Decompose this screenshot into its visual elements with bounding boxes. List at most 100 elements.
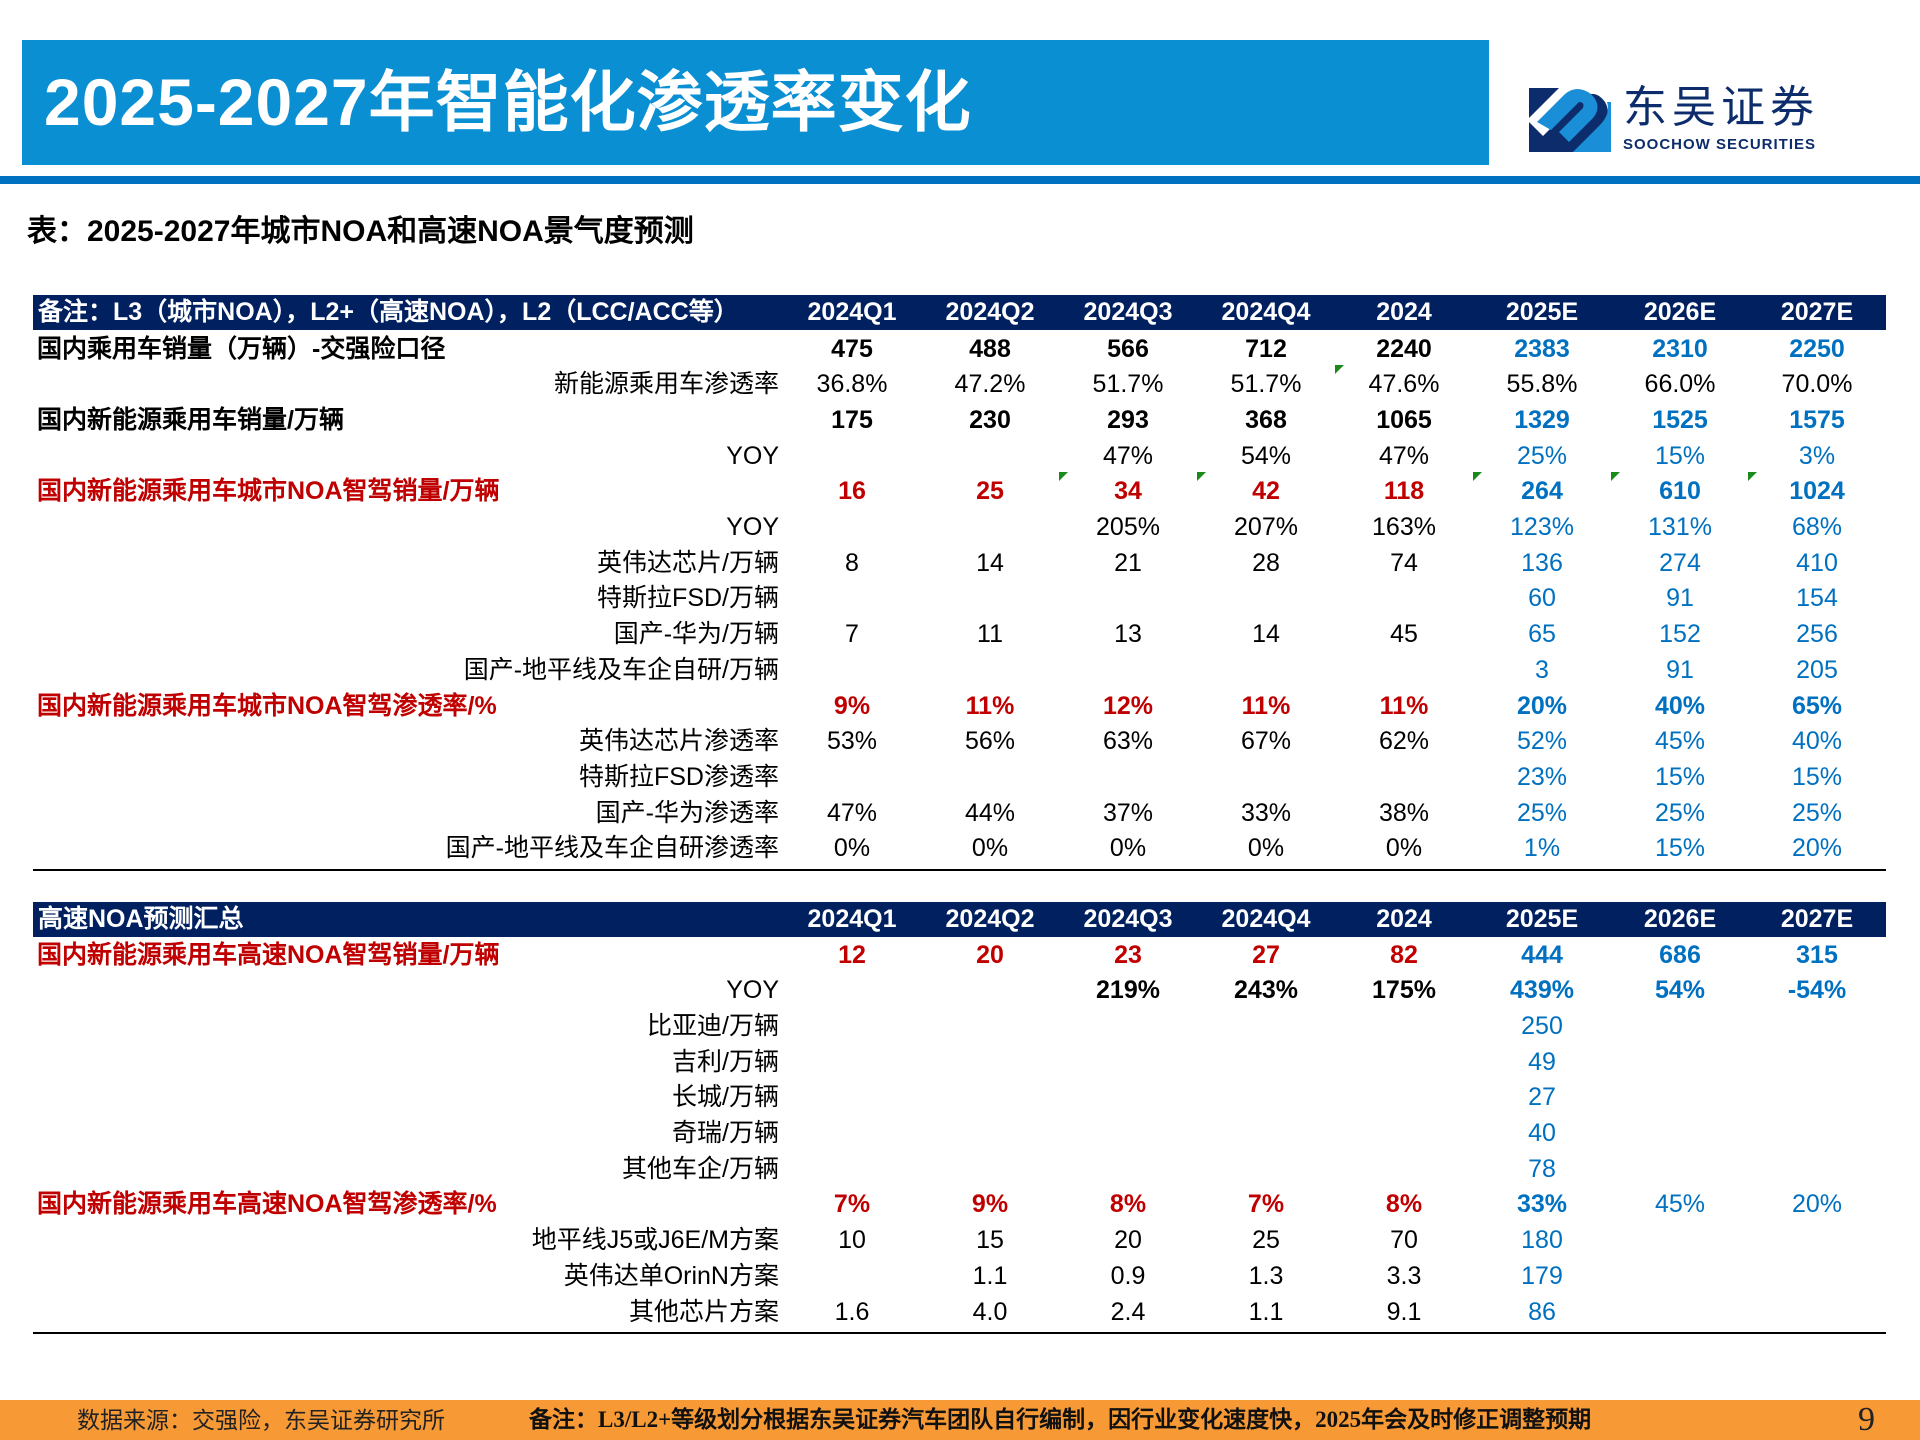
- row-label: 英伟达芯片/万辆: [597, 548, 779, 577]
- data-cell: 368: [1245, 405, 1287, 434]
- table-row: 国产-地平线及车企自研渗透率 0% 0% 0% 0% 0% 1% 15% 20%: [33, 831, 1886, 866]
- row-label: YOY: [726, 441, 779, 470]
- page-title: 2025-2027年智能化渗透率变化: [44, 65, 972, 139]
- table-row: 其他车企/万辆 78: [33, 1152, 1886, 1187]
- data-cell: 78: [1528, 1154, 1556, 1183]
- row-label: 国内新能源乘用车高速NOA智驾渗透率/%: [37, 1190, 497, 1219]
- table-row: 比亚迪/万辆 250: [33, 1009, 1886, 1044]
- data-cell: 1575: [1789, 405, 1845, 434]
- data-cell: 51.7%: [1092, 370, 1164, 399]
- data-cell: 27: [1528, 1083, 1556, 1112]
- data-cell: 53%: [826, 727, 878, 756]
- row-label: 英伟达单OrinN方案: [563, 1261, 779, 1290]
- data-cell: 34: [1114, 477, 1142, 506]
- data-cell: 37%: [1102, 798, 1154, 827]
- table-row: 国内新能源乘用车高速NOA智驾销量/万辆 12 20 23 27 82 444 686 315: [33, 938, 1886, 973]
- data-cell: 40%: [1654, 691, 1706, 720]
- header-label: 高速NOA预测汇总: [38, 905, 244, 933]
- data-cell: 8: [845, 548, 859, 577]
- data-cell: 686: [1659, 940, 1701, 969]
- data-cell: 25%: [1791, 798, 1843, 827]
- data-cell: 2310: [1652, 334, 1708, 363]
- data-cell: 163%: [1372, 513, 1436, 541]
- data-cell: 47%: [826, 798, 878, 827]
- data-cell: 45: [1390, 620, 1418, 649]
- data-cell: 9%: [833, 691, 871, 720]
- footer-source: 数据来源：交强险，东吴证券研究所: [77, 1407, 445, 1433]
- data-cell: 15%: [1654, 762, 1706, 791]
- data-cell: 67%: [1240, 727, 1292, 756]
- soochow-logo: 东吴证券 SOOCHOW SECURITIES: [1529, 86, 1839, 156]
- page-number: 9: [1858, 1401, 1875, 1438]
- data-cell: 40%: [1791, 727, 1843, 756]
- comment-indicator-icon: [1473, 472, 1482, 482]
- data-cell: 1.6: [834, 1297, 870, 1326]
- table-row: 地平线J5或J6E/M方案 10 15 20 25 70 180: [33, 1223, 1886, 1258]
- data-cell: 315: [1796, 940, 1838, 969]
- data-cell: 91: [1666, 584, 1694, 613]
- table-header: 备注：L3（城市NOA），L2+（高速NOA），L2（LCC/ACC等） 2024…: [33, 295, 1886, 330]
- table-caption: 表：2025-2027年城市NOA和高速NOA景气度预测: [27, 215, 694, 248]
- data-cell: 610: [1659, 477, 1701, 506]
- data-cell: 0%: [1385, 834, 1423, 863]
- data-cell: 86: [1528, 1297, 1556, 1326]
- data-cell: 25%: [1654, 798, 1706, 827]
- table-row: 国产-地平线及车企自研/万辆 3 91 205: [33, 653, 1886, 688]
- data-cell: 68%: [1791, 513, 1843, 541]
- data-cell: 63%: [1102, 727, 1154, 756]
- data-cell: 51.7%: [1230, 370, 1302, 399]
- data-cell: 205: [1796, 655, 1838, 684]
- data-cell: 566: [1107, 334, 1149, 363]
- data-cell: 15%: [1654, 834, 1706, 863]
- data-cell: 20%: [1791, 1190, 1843, 1219]
- data-cell: 8%: [1385, 1190, 1423, 1219]
- table-bottom-rule: [33, 868, 1886, 871]
- row-label: 国内乘用车销量（万辆）-交强险口径: [37, 334, 446, 363]
- data-cell: 131%: [1648, 513, 1712, 541]
- data-cell: 70: [1390, 1226, 1418, 1255]
- data-cell: 91: [1666, 655, 1694, 684]
- data-cell: 1525: [1652, 405, 1708, 434]
- row-label: 国产-华为/万辆: [613, 620, 779, 649]
- column-header: 2024Q4: [1221, 298, 1311, 326]
- data-cell: 66.0%: [1644, 370, 1716, 399]
- data-cell: 33%: [1516, 1190, 1568, 1219]
- data-cell: 47.6%: [1368, 370, 1440, 399]
- data-cell: 20: [1114, 1226, 1142, 1255]
- row-label: 长城/万辆: [672, 1083, 779, 1112]
- data-cell: 12: [838, 940, 866, 969]
- data-cell: 7%: [1247, 1190, 1285, 1219]
- row-label: 特斯拉FSD/万辆: [597, 584, 779, 613]
- table-row: 奇瑞/万辆 40: [33, 1116, 1886, 1151]
- data-cell: 14: [976, 548, 1004, 577]
- column-header: 2027E: [1780, 298, 1854, 326]
- data-cell: 65: [1528, 620, 1556, 649]
- footer-note: 备注：L3/L2+等级划分根据东吴证券汽车团队自行编制，因行业变化速度快，202…: [529, 1407, 1592, 1432]
- row-label: 国产-地平线及车企自研/万辆: [463, 655, 779, 684]
- table-row: 特斯拉FSD/万辆 60 91 154: [33, 581, 1886, 616]
- data-cell: 15%: [1791, 762, 1843, 791]
- row-label: 国内新能源乘用车销量/万辆: [37, 405, 344, 434]
- data-cell: 20%: [1516, 691, 1568, 720]
- data-cell: 49: [1528, 1047, 1556, 1076]
- data-cell: 20%: [1791, 834, 1843, 863]
- data-cell: 207%: [1234, 513, 1298, 541]
- data-cell: 65%: [1791, 691, 1843, 720]
- data-cell: 21: [1114, 548, 1142, 577]
- data-cell: 256: [1796, 620, 1838, 649]
- data-cell: 62%: [1378, 727, 1430, 756]
- data-cell: 45%: [1654, 1190, 1706, 1219]
- table-row: YOY 205% 207% 163% 123% 131% 68%: [33, 510, 1886, 545]
- comment-indicator-icon: [1748, 472, 1757, 482]
- data-cell: 13: [1114, 620, 1142, 649]
- column-header: 2024: [1376, 905, 1432, 933]
- data-cell: 4.0: [972, 1297, 1008, 1326]
- data-cell: 25: [976, 477, 1004, 506]
- data-cell: 439%: [1510, 976, 1574, 1005]
- data-cell: 1065: [1376, 405, 1432, 434]
- column-header: 2025E: [1505, 298, 1579, 326]
- data-cell: 56%: [964, 727, 1016, 756]
- column-header: 2025E: [1505, 905, 1579, 933]
- title-bar: 2025-2027年智能化渗透率变化: [22, 40, 1489, 165]
- data-cell: 0.9: [1110, 1261, 1146, 1290]
